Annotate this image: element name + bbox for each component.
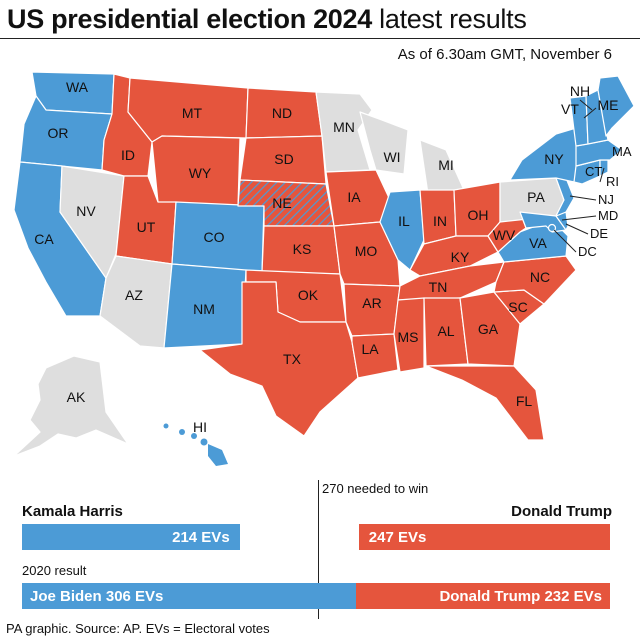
label-WI: WI xyxy=(383,149,400,165)
state-HI xyxy=(163,423,228,466)
label-PA: PA xyxy=(527,189,545,205)
label-NC: NC xyxy=(530,269,550,285)
label-FL: FL xyxy=(516,393,533,409)
title-rule xyxy=(0,38,640,39)
state-MS xyxy=(393,297,425,373)
state-LA xyxy=(351,333,399,379)
leader-lines xyxy=(553,99,605,253)
label-IA: IA xyxy=(347,189,361,205)
label-WA: WA xyxy=(66,79,89,95)
label-KY: KY xyxy=(451,249,470,265)
state-ME xyxy=(597,75,635,137)
trump-evs: 247 EVs xyxy=(368,528,427,546)
label-DC: DC xyxy=(578,244,597,259)
page-title: US presidential election 2024 latest res… xyxy=(7,4,527,35)
label-OH: OH xyxy=(468,207,489,223)
label-CO: CO xyxy=(204,229,225,245)
label-NE: NE xyxy=(272,195,291,211)
label-MI: MI xyxy=(438,157,454,173)
source-note: PA graphic. Source: AP. EVs = Electoral … xyxy=(6,621,270,636)
label-MD: MD xyxy=(598,208,618,223)
label-NJ: NJ xyxy=(598,192,614,207)
label-ME: ME xyxy=(598,97,619,113)
state-FL xyxy=(425,365,545,441)
label-RI: RI xyxy=(606,174,619,189)
state-MN xyxy=(315,91,373,173)
label-MS: MS xyxy=(398,329,419,345)
label-LA: LA xyxy=(361,341,379,357)
label-CA: CA xyxy=(34,231,54,247)
trump-2020-bar: Donald Trump 232 EVs xyxy=(356,583,610,609)
state-TX xyxy=(199,281,359,437)
label-UT: UT xyxy=(137,219,156,235)
label-VT: VT xyxy=(561,101,579,117)
state-labels: WA OR CA NV ID MT WY UT CO AZ NM ND SD N… xyxy=(34,79,632,435)
label-AK: AK xyxy=(67,389,86,405)
label-VA: VA xyxy=(529,235,547,251)
label-IL: IL xyxy=(398,213,410,229)
harris-name: Kamala Harris xyxy=(22,503,123,520)
label-SD: SD xyxy=(274,151,293,167)
label-NM: NM xyxy=(193,301,215,317)
label-DE: DE xyxy=(590,226,608,241)
state-NH xyxy=(585,89,609,145)
label-OK: OK xyxy=(298,287,319,303)
threshold-line xyxy=(318,480,319,619)
label-WY: WY xyxy=(189,165,212,181)
trump-name: Donald Trump xyxy=(511,503,612,520)
biden-2020-bar: Joe Biden 306 EVs xyxy=(22,583,357,609)
label-AR: AR xyxy=(362,295,381,311)
label-ND: ND xyxy=(272,105,292,121)
label-CT: CT xyxy=(585,164,602,179)
label-AL: AL xyxy=(437,323,454,339)
label-KS: KS xyxy=(293,241,312,257)
label-ID: ID xyxy=(121,147,135,163)
previous-result-label: 2020 result xyxy=(22,563,87,578)
label-WV: WV xyxy=(493,227,516,243)
label-AZ: AZ xyxy=(125,287,143,303)
threshold-label: 270 needed to win xyxy=(322,481,429,496)
label-TN: TN xyxy=(429,279,448,295)
state-GA xyxy=(459,291,521,367)
label-MT: MT xyxy=(182,105,203,121)
harris-evs: 214 EVs xyxy=(172,528,230,546)
label-SC: SC xyxy=(508,299,527,315)
biden-2020-evs: Joe Biden 306 EVs xyxy=(30,587,164,605)
state-WI xyxy=(359,111,409,175)
as-of-timestamp: As of 6.30am GMT, November 6 xyxy=(397,46,612,63)
label-MO: MO xyxy=(355,243,378,259)
state-AK xyxy=(13,355,129,457)
label-HI: HI xyxy=(193,419,207,435)
harris-bar: 214 EVs xyxy=(22,524,240,550)
us-map: WA OR CA NV ID MT WY UT CO AZ NM ND SD N… xyxy=(13,71,635,466)
label-NH: NH xyxy=(570,83,590,99)
label-MA: MA xyxy=(612,144,632,159)
state-DC xyxy=(547,223,557,233)
trump-2020-evs: Donald Trump 232 EVs xyxy=(439,587,602,605)
trump-bar: 247 EVs xyxy=(358,524,610,550)
label-TX: TX xyxy=(283,351,302,367)
title-light: latest results xyxy=(379,4,527,34)
title-bold: US presidential election 2024 xyxy=(7,4,372,34)
label-MN: MN xyxy=(333,119,355,135)
label-OR: OR xyxy=(48,125,69,141)
label-NV: NV xyxy=(76,203,96,219)
label-IN: IN xyxy=(433,213,447,229)
label-GA: GA xyxy=(478,321,499,337)
label-NY: NY xyxy=(544,151,564,167)
